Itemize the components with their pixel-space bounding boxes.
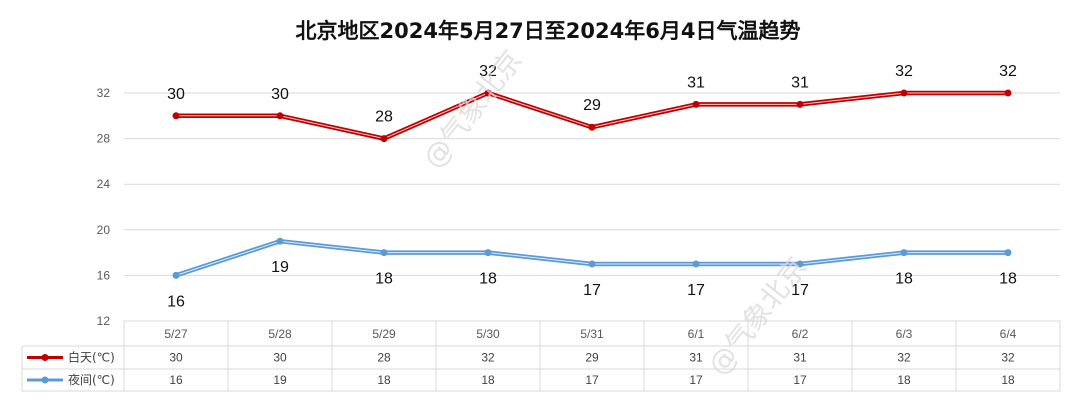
series-line (173, 238, 1011, 278)
data-label: 17 (687, 282, 705, 299)
y-tick-label: 20 (97, 223, 111, 237)
table-cell: 16 (169, 373, 183, 387)
series-layer: 30 30 28 32 29 31 31 32 32 16 19 18 18 17 17 17 18 18 (167, 63, 1017, 310)
legend-key-marker (41, 354, 49, 361)
gridlines (124, 92, 1060, 322)
data-label: 17 (791, 282, 809, 299)
data-label: 16 (167, 293, 185, 310)
data-point (588, 260, 596, 268)
data-label: 30 (167, 86, 185, 103)
data-label: 28 (375, 109, 393, 126)
x-tick-label: 5/30 (476, 327, 500, 341)
data-label: 17 (583, 282, 601, 299)
legend-label: 白天(℃) (68, 350, 115, 365)
data-point (172, 112, 180, 120)
data-point (1004, 89, 1012, 97)
data-label: 18 (999, 271, 1017, 288)
table-cell: 31 (689, 351, 703, 365)
table-cell: 31 (793, 351, 807, 365)
data-point (1004, 249, 1012, 257)
table-cell: 17 (689, 373, 703, 387)
table-cell: 17 (793, 373, 807, 387)
table-cell: 28 (377, 351, 391, 365)
table-cell: 32 (897, 351, 911, 365)
data-point (900, 249, 908, 257)
y-tick-label: 28 (97, 132, 111, 146)
data-label: 30 (271, 86, 289, 103)
table-cell: 18 (377, 373, 391, 387)
chart-title: 北京地区2024年5月27日至2024年6月4日气温趋势 (296, 19, 801, 43)
data-label: 32 (895, 63, 913, 80)
x-tick-label: 5/31 (580, 327, 604, 341)
data-label: 18 (479, 271, 497, 288)
legend-label: 夜间(℃) (68, 372, 115, 387)
series-line-highlight (175, 240, 1008, 276)
data-label: 18 (375, 271, 393, 288)
data-point (588, 123, 596, 131)
legend-key-marker (41, 376, 49, 384)
data-point (796, 100, 804, 108)
data-point (380, 135, 388, 143)
data-label: 32 (479, 63, 497, 80)
data-table: 5/27 5/28 5/29 5/30 5/31 6/1 6/2 6/3 6/4 白天(℃) 30 3… (21, 321, 1061, 392)
data-label: 31 (687, 74, 705, 91)
data-label: 18 (895, 271, 913, 288)
table-cell: 18 (481, 373, 495, 387)
table-cell: 18 (897, 373, 911, 387)
table-cell: 30 (169, 351, 183, 365)
table-cell: 29 (585, 351, 599, 365)
y-tick-label: 24 (97, 177, 111, 191)
x-tick-label: 5/27 (164, 327, 188, 341)
data-label: 19 (271, 259, 289, 276)
x-tick-label: 5/29 (372, 327, 396, 341)
y-tick-label: 12 (97, 314, 111, 328)
table-cell: 17 (585, 373, 599, 387)
table-cell: 30 (273, 351, 287, 365)
y-axis: 12 16 20 24 28 32 (97, 86, 111, 328)
y-tick-label: 16 (97, 268, 111, 282)
data-point (276, 112, 284, 120)
data-label: 32 (999, 63, 1017, 80)
x-tick-label: 6/1 (688, 327, 705, 341)
table-cell: 32 (481, 351, 495, 365)
data-point (484, 89, 492, 97)
table-cell: 18 (1001, 373, 1015, 387)
x-tick-label: 5/28 (268, 327, 292, 341)
x-tick-label: 6/2 (792, 327, 809, 341)
data-point (276, 237, 284, 245)
data-point (796, 260, 804, 268)
data-point (692, 100, 700, 108)
x-tick-label: 6/4 (1000, 327, 1017, 341)
data-point (380, 249, 388, 257)
watermark: @气象北京 (416, 44, 528, 175)
data-point (484, 249, 492, 257)
table-cell: 19 (273, 373, 287, 387)
data-label: 31 (791, 74, 809, 91)
data-point (692, 260, 700, 268)
x-tick-label: 6/3 (896, 327, 913, 341)
data-point (900, 89, 908, 97)
data-label: 29 (583, 97, 601, 114)
table-cell: 32 (1001, 351, 1015, 365)
data-point (172, 271, 180, 279)
y-tick-label: 32 (97, 86, 111, 100)
